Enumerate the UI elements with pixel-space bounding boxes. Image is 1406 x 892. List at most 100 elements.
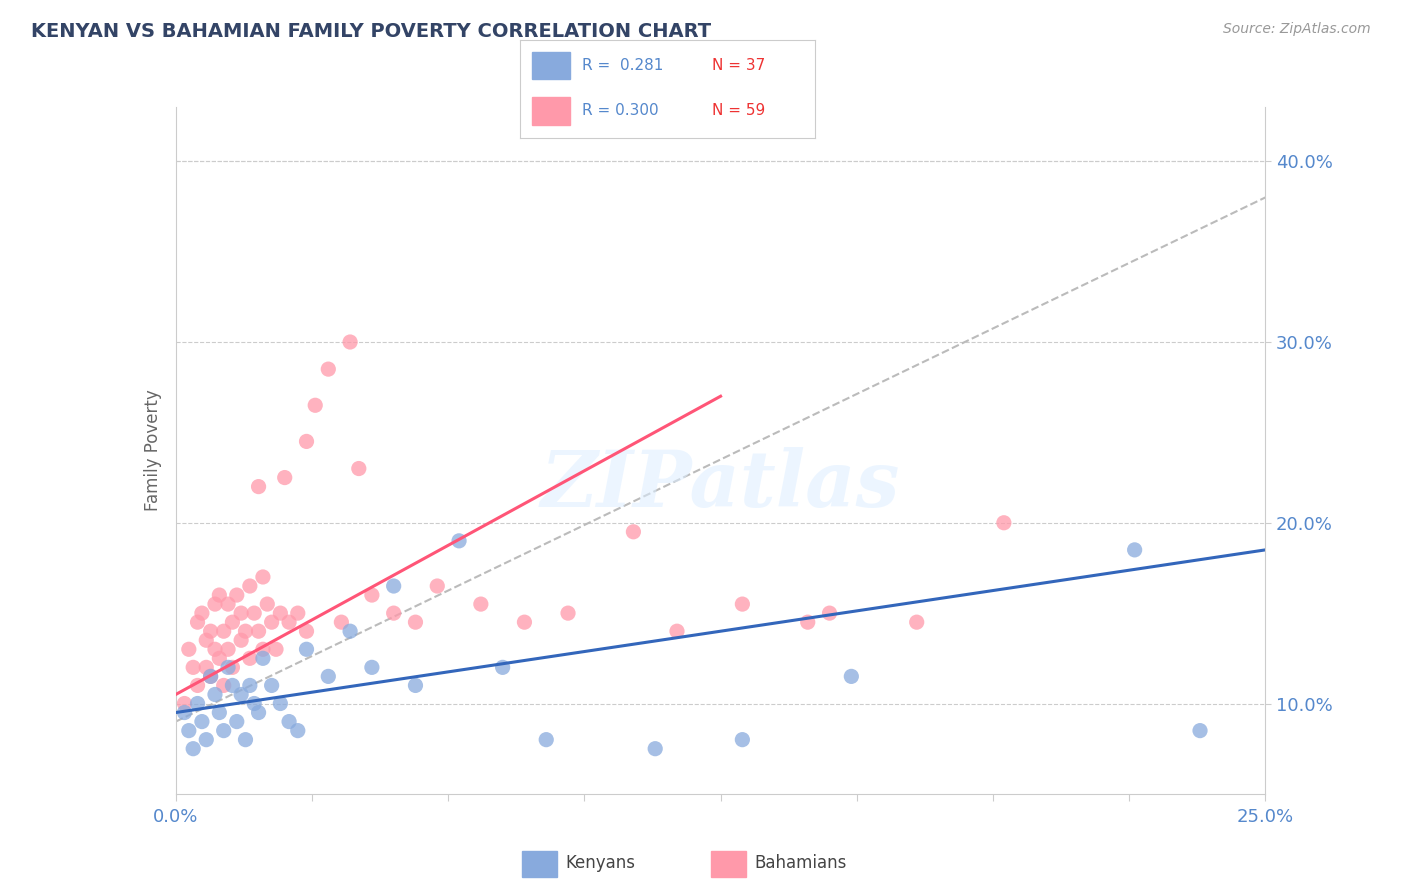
- Bar: [711, 851, 747, 877]
- Point: [731, 732, 754, 747]
- Point: [231, 688, 253, 702]
- Point: [247, 624, 270, 639]
- Point: [217, 660, 239, 674]
- Point: [534, 732, 557, 747]
- Point: [231, 606, 253, 620]
- Point: [287, 723, 309, 738]
- Point: [295, 642, 318, 657]
- Point: [212, 723, 235, 738]
- Point: [260, 615, 283, 630]
- Point: [208, 651, 231, 665]
- Text: N = 59: N = 59: [711, 103, 765, 119]
- Point: [186, 615, 209, 630]
- Point: [208, 706, 231, 720]
- Point: [287, 606, 309, 620]
- Text: KENYAN VS BAHAMIAN FAMILY POVERTY CORRELATION CHART: KENYAN VS BAHAMIAN FAMILY POVERTY CORREL…: [31, 22, 711, 41]
- Point: [447, 533, 470, 548]
- Point: [239, 579, 262, 593]
- Bar: [522, 851, 557, 877]
- Point: [195, 660, 218, 674]
- Point: [252, 651, 274, 665]
- Point: [797, 615, 820, 630]
- Point: [339, 334, 361, 349]
- Point: [666, 624, 689, 639]
- Point: [177, 723, 200, 738]
- Text: ZIPatlas: ZIPatlas: [541, 447, 900, 523]
- Point: [269, 697, 291, 711]
- Point: [274, 470, 297, 484]
- Point: [212, 624, 235, 639]
- Point: [212, 678, 235, 692]
- Text: Source: ZipAtlas.com: Source: ZipAtlas.com: [1223, 22, 1371, 37]
- Point: [426, 579, 449, 593]
- Point: [204, 688, 226, 702]
- Point: [217, 597, 239, 611]
- Point: [905, 615, 928, 630]
- Point: [217, 642, 239, 657]
- Point: [247, 706, 270, 720]
- Point: [382, 579, 405, 593]
- Point: [405, 615, 427, 630]
- Text: 0.0%: 0.0%: [153, 808, 198, 826]
- Point: [177, 642, 200, 657]
- Point: [405, 678, 427, 692]
- Point: [181, 741, 204, 756]
- Point: [382, 606, 405, 620]
- Point: [330, 615, 353, 630]
- Point: [239, 651, 262, 665]
- Point: [243, 697, 266, 711]
- Point: [195, 633, 218, 648]
- Point: [252, 642, 274, 657]
- Point: [204, 597, 226, 611]
- Point: [181, 660, 204, 674]
- Point: [256, 597, 278, 611]
- Point: [361, 588, 384, 602]
- Point: [318, 669, 340, 683]
- Point: [993, 516, 1015, 530]
- Point: [204, 642, 226, 657]
- Point: [347, 461, 370, 475]
- Bar: [531, 52, 571, 79]
- Point: [186, 678, 209, 692]
- Point: [1189, 723, 1212, 738]
- Point: [295, 434, 318, 449]
- Point: [191, 606, 214, 620]
- Text: Bahamians: Bahamians: [754, 854, 846, 872]
- Point: [470, 597, 492, 611]
- Point: [304, 398, 326, 412]
- Point: [818, 606, 841, 620]
- Point: [200, 669, 222, 683]
- Point: [221, 678, 243, 692]
- Point: [191, 714, 214, 729]
- Point: [221, 660, 243, 674]
- Point: [225, 714, 247, 729]
- Bar: [531, 97, 571, 125]
- Point: [221, 615, 243, 630]
- Point: [225, 588, 247, 602]
- Point: [252, 570, 274, 584]
- Point: [231, 633, 253, 648]
- Point: [173, 706, 195, 720]
- Point: [186, 697, 209, 711]
- Point: [200, 669, 222, 683]
- Point: [731, 597, 754, 611]
- Point: [492, 660, 515, 674]
- Point: [173, 697, 195, 711]
- Point: [235, 624, 257, 639]
- Point: [260, 678, 283, 692]
- Point: [247, 480, 270, 494]
- Point: [200, 624, 222, 639]
- Point: [243, 606, 266, 620]
- Y-axis label: Family Poverty: Family Poverty: [143, 390, 162, 511]
- Point: [278, 615, 301, 630]
- Text: R = 0.300: R = 0.300: [582, 103, 659, 119]
- Point: [841, 669, 863, 683]
- Point: [339, 624, 361, 639]
- Point: [208, 588, 231, 602]
- Point: [295, 624, 318, 639]
- Point: [264, 642, 287, 657]
- Point: [195, 732, 218, 747]
- Text: Kenyans: Kenyans: [565, 854, 636, 872]
- Point: [621, 524, 644, 539]
- Point: [278, 714, 301, 729]
